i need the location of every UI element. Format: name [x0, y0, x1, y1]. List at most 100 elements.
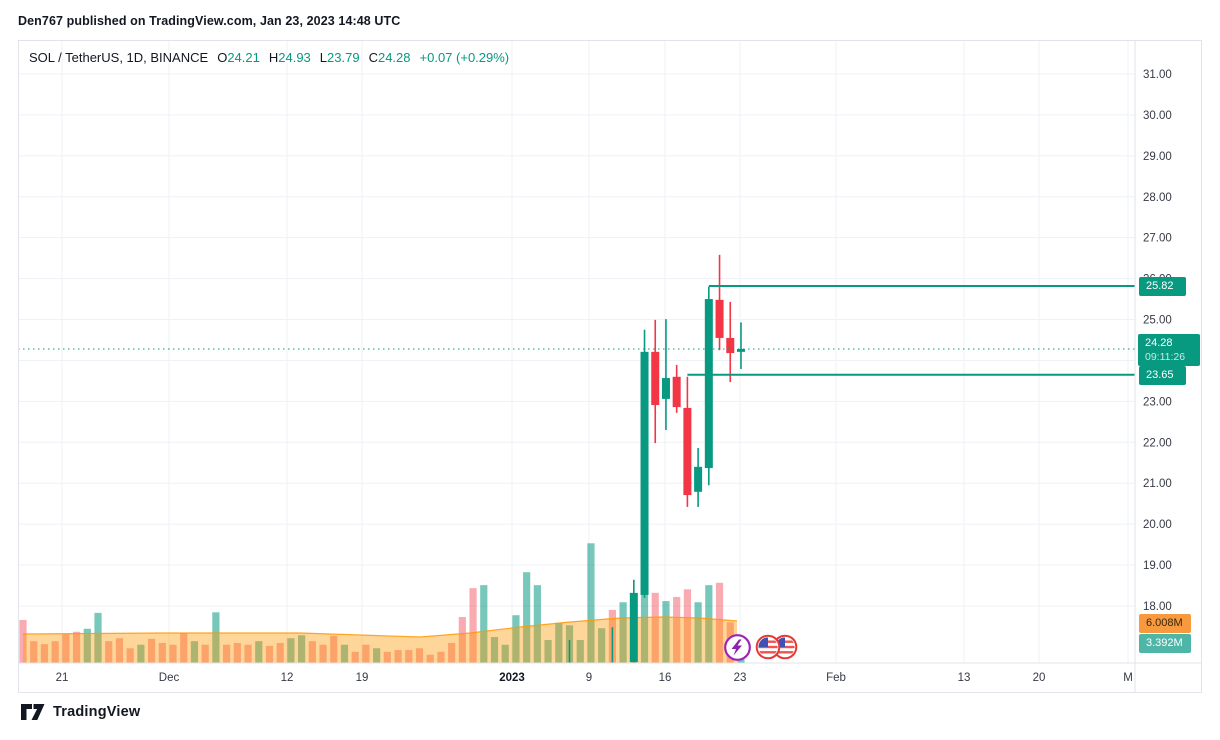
candle-body[interactable]: [726, 337, 735, 354]
volume-bar: [62, 634, 70, 663]
grid-lines: [19, 41, 1135, 663]
volume-bar: [480, 585, 488, 663]
candle-body[interactable]: [736, 348, 745, 352]
candle-body[interactable]: [715, 299, 724, 338]
volume-bar: [169, 644, 177, 663]
volume-bar: [651, 592, 659, 663]
price-tick: 27.00: [1143, 233, 1172, 245]
time-tick: 21: [56, 672, 69, 684]
time-tick: 19: [356, 672, 369, 684]
price-tick: 19.00: [1143, 560, 1172, 572]
candle-body[interactable]: [629, 592, 638, 663]
symbol-legend: SOL / TetherUS, 1D, BINANCE O24.21 H24.9…: [29, 50, 509, 65]
volume-ma-label: 6.008M: [1139, 614, 1191, 633]
time-tick: 2023: [499, 672, 525, 684]
volume-bar: [287, 638, 295, 663]
candle-body[interactable]: [704, 299, 713, 469]
volume-bar: [212, 612, 220, 663]
published-header: Den767 published on TradingView.com, Jan…: [18, 14, 401, 28]
volume-bar: [640, 568, 649, 663]
volume-bar: [276, 642, 284, 663]
volume-bar: [72, 631, 81, 663]
time-tick: 13: [958, 672, 971, 684]
candle-body[interactable]: [683, 407, 692, 496]
volume-bar: [158, 642, 166, 663]
volume-bar: [223, 644, 231, 663]
volume-bar: [340, 644, 349, 663]
volume-bar: [458, 617, 466, 663]
volume-bar: [30, 641, 38, 663]
footer-brand[interactable]: TradingView: [20, 702, 140, 722]
plot-area: [19, 254, 745, 663]
ohlc-close: C24.28: [368, 50, 411, 65]
volume-bar: [587, 543, 595, 663]
tradingview-logo-icon: [21, 704, 45, 720]
volume-bar: [415, 648, 424, 663]
time-tick: 12: [281, 672, 294, 684]
ray-price-label-lower: 23.65: [1139, 366, 1186, 385]
volume-bar: [126, 648, 134, 663]
volume-bar: [533, 585, 541, 663]
time-tick: Feb: [826, 672, 846, 684]
symbol-title[interactable]: SOL / TetherUS, 1D, BINANCE: [29, 50, 209, 65]
volume-bar: [373, 648, 381, 663]
last-price-label: 24.28 09:11:26: [1138, 334, 1200, 366]
volume-bar: [190, 641, 199, 663]
volume-ma-line: [22, 616, 738, 638]
time-tick-labels: 21 Dec 12 19 2023 9 16 23 Feb 13 20 M: [56, 672, 1133, 684]
volume-bar: [394, 650, 402, 663]
price-tick: 25.00: [1143, 315, 1172, 327]
volume-bar: [512, 615, 520, 663]
price-tick: 23.00: [1143, 396, 1172, 408]
volume-bar: [362, 644, 370, 663]
candles: [629, 254, 745, 663]
volume-bar: [576, 640, 584, 663]
time-tick: 23: [734, 672, 747, 684]
volume-bar: [201, 644, 209, 663]
price-tick: 20.00: [1143, 519, 1172, 531]
us-flag-event-icon[interactable]: [755, 634, 798, 660]
time-tick: 20: [1033, 672, 1046, 684]
time-tick: Dec: [159, 672, 180, 684]
volume-value-label: 3.392M: [1139, 634, 1191, 653]
volume-bar: [715, 582, 724, 663]
volume-bar: [330, 635, 338, 663]
volume-bar: [437, 651, 445, 663]
candle-body[interactable]: [661, 378, 670, 399]
volume-bar: [598, 628, 606, 663]
volume-bar: [83, 628, 91, 663]
last-price-value: 24.28: [1145, 337, 1173, 349]
volume-bar: [115, 638, 124, 663]
candle-body[interactable]: [640, 351, 649, 595]
chart-container: 31.0030.0029.0028.0027.0026.0025.0024.00…: [18, 40, 1202, 693]
volume-bar: [523, 572, 531, 663]
candle-body[interactable]: [694, 466, 703, 492]
chart-canvas[interactable]: 31.0030.0029.0028.0027.0026.0025.0024.00…: [19, 41, 1201, 692]
volume-bar: [448, 642, 456, 663]
price-tick: 31.00: [1143, 69, 1172, 81]
volume-bar: [673, 596, 681, 663]
price-change: +0.07 (+0.29%): [419, 50, 510, 65]
volume-bar: [405, 650, 413, 663]
ray-price-label-upper: 25.82: [1139, 277, 1186, 296]
volume-bar: [147, 638, 156, 663]
price-tick: 30.00: [1143, 110, 1172, 122]
volume-bar: [544, 640, 552, 663]
candle-body[interactable]: [651, 351, 660, 406]
volume-bar: [298, 635, 306, 663]
time-tick: M: [1123, 672, 1133, 684]
volume-bar: [555, 622, 563, 663]
volume-bar: [705, 585, 713, 663]
volume-bar: [19, 619, 27, 663]
volume-bar: [94, 612, 102, 663]
volume-bar: [490, 637, 499, 663]
volume-bar: [662, 601, 670, 663]
time-scale-axis[interactable]: [19, 664, 1202, 693]
flash-event-icon[interactable]: [724, 634, 751, 661]
price-tick: 29.00: [1143, 151, 1172, 163]
candle-body[interactable]: [672, 376, 681, 408]
volume-bar: [233, 642, 241, 663]
time-tick: 16: [659, 672, 672, 684]
volume-bar: [137, 644, 145, 663]
